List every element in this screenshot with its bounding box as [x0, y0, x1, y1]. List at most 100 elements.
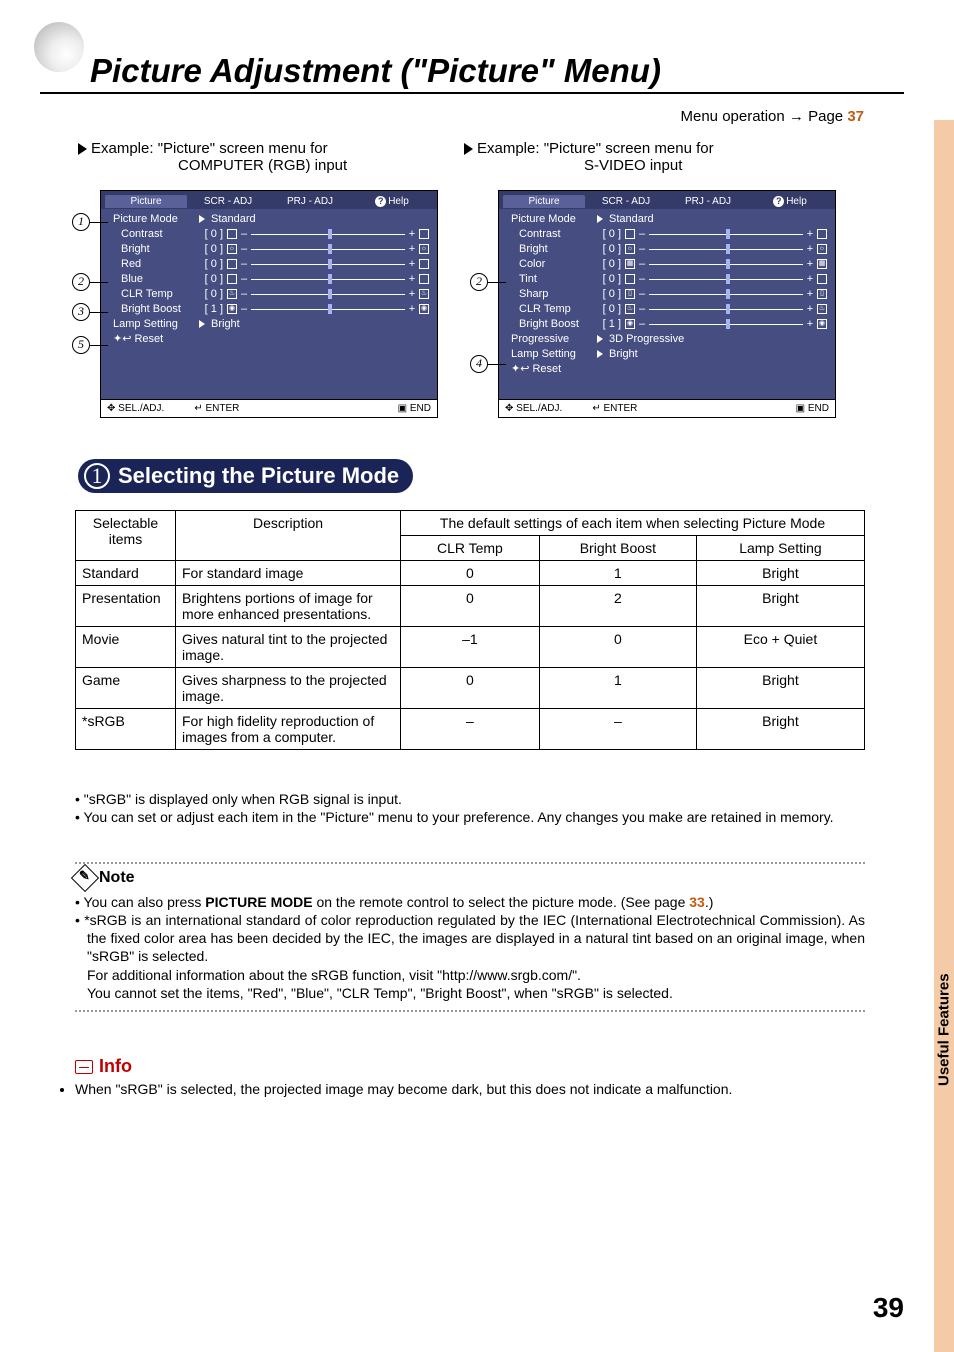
callout-line	[90, 222, 108, 223]
footer-sel: ✥ SEL./ADJ.	[505, 403, 562, 414]
example-caption-right: Example: "Picture" screen menu for S-VID…	[464, 140, 804, 174]
title-underline	[40, 92, 904, 94]
footer-end: ▣ END	[796, 403, 829, 414]
note-header: Note	[75, 868, 865, 889]
tab-scr-adj: SCR - ADJ	[585, 195, 667, 208]
note-icon	[71, 864, 99, 892]
th-lamp-setting: Lamp Setting	[696, 536, 864, 561]
example-left-sub: COMPUTER (RGB) input	[78, 157, 347, 174]
menu-body: Picture ModeStandardContrast[ 0 ]–+Brigh…	[499, 209, 835, 399]
table-row: MovieGives natural tint to the projected…	[76, 627, 865, 668]
th-selectable: Selectable items	[76, 511, 176, 561]
th-description: Description	[176, 511, 401, 561]
arrow-icon: →	[789, 108, 804, 125]
help-icon: ?	[773, 196, 784, 207]
footnote-item: "sRGB" is displayed only when RGB signal…	[75, 790, 865, 808]
menu-row: Lamp SettingBright	[511, 346, 827, 361]
picture-mode-table: Selectable items Description The default…	[75, 510, 865, 750]
side-tab-label: Useful Features	[934, 970, 954, 1090]
menu-row: Red[ 0 ]–+	[113, 256, 429, 271]
info-bullet: When "sRGB" is selected, the projected i…	[75, 1081, 865, 1097]
th-clr-temp: CLR Temp	[401, 536, 540, 561]
table-row: StandardFor standard image01Bright	[76, 561, 865, 586]
table-row: PresentationBrightens portions of image …	[76, 586, 865, 627]
page-number: 39	[873, 1292, 904, 1324]
info-block: Info When "sRGB" is selected, the projec…	[75, 1056, 865, 1097]
menu-row: Progressive3D Progressive	[511, 331, 827, 346]
menu-row: Contrast[ 0 ]–+	[113, 226, 429, 241]
triangle-bullet-icon	[464, 143, 473, 155]
menu-tabs: Picture SCR - ADJ PRJ - ADJ ?Help	[499, 191, 835, 209]
tab-prj-adj: PRJ - ADJ	[667, 195, 749, 208]
tab-scr-adj: SCR - ADJ	[187, 195, 269, 208]
th-bright-boost: Bright Boost	[539, 536, 696, 561]
section-number: 1	[84, 463, 110, 489]
menu-row: Picture ModeStandard	[511, 211, 827, 226]
table-row: GameGives sharpness to the projected ima…	[76, 668, 865, 709]
callout-line	[90, 282, 108, 283]
info-header: Info	[75, 1056, 865, 1077]
footer-enter: ↵ ENTER	[592, 403, 637, 414]
footer-sel: ✥ SEL./ADJ.	[107, 403, 164, 414]
callout-number: 2	[72, 273, 90, 291]
tab-help: ?Help	[351, 195, 433, 208]
callout-number: 1	[72, 213, 90, 231]
info-header-text: Info	[99, 1056, 132, 1077]
section-header: 1 Selecting the Picture Mode	[78, 459, 413, 493]
menu-row: Blue[ 0 ]–+	[113, 271, 429, 286]
side-tab-bg	[934, 120, 954, 1352]
menu-row: Picture ModeStandard	[113, 211, 429, 226]
note-header-text: Note	[99, 868, 135, 889]
menu-row: Contrast[ 0 ]–+	[511, 226, 827, 241]
table-row: *sRGBFor high fidelity reproduction of i…	[76, 709, 865, 750]
menu-row: CLR Temp[ 0 ]♨–+♨	[113, 286, 429, 301]
th-defaults: The default settings of each item when s…	[401, 511, 865, 536]
tab-picture: Picture	[105, 195, 187, 208]
menu-row: Bright Boost[ 1 ]◉–+◉	[113, 301, 429, 316]
tab-help-label: Help	[388, 196, 409, 207]
menu-op-page-num: 37	[847, 108, 864, 125]
menu-row: ✦↩ Reset	[511, 361, 827, 376]
menu-row: ✦↩ Reset	[113, 331, 429, 346]
menu-footer: ✥ SEL./ADJ. ↵ ENTER ▣ END	[499, 399, 835, 417]
callout-number: 5	[72, 336, 90, 354]
example-left-text: Example: "Picture" screen menu for	[91, 140, 328, 157]
example-right-sub: S-VIDEO input	[464, 157, 682, 174]
note-block: Note You can also press PICTURE MODE on …	[75, 856, 865, 1016]
menu-row: Lamp SettingBright	[113, 316, 429, 331]
callout-line	[488, 282, 506, 283]
help-icon: ?	[375, 196, 386, 207]
menu-row: Bright Boost[ 1 ]◉–+◉	[511, 316, 827, 331]
dotted-divider	[75, 862, 865, 864]
corner-decoration	[34, 22, 84, 72]
callout-line	[488, 364, 506, 365]
note-bullet-2: *sRGB is an international standard of co…	[75, 911, 865, 1002]
menu-row: Tint[ 0 ]–+	[511, 271, 827, 286]
menu-row: Color[ 0 ]▦–+▦	[511, 256, 827, 271]
page-title: Picture Adjustment ("Picture" Menu)	[90, 52, 661, 90]
example-right-text: Example: "Picture" screen menu for	[477, 140, 714, 157]
tab-prj-adj: PRJ - ADJ	[269, 195, 351, 208]
menu-body: Picture ModeStandardContrast[ 0 ]–+Brigh…	[101, 209, 437, 399]
callout-number: 3	[72, 303, 90, 321]
menu-footer: ✥ SEL./ADJ. ↵ ENTER ▣ END	[101, 399, 437, 417]
footer-end: ▣ END	[398, 403, 431, 414]
footnote-item: You can set or adjust each item in the "…	[75, 808, 865, 826]
menu-row: Bright[ 0 ]☼–+☼	[113, 241, 429, 256]
tab-help-label: Help	[786, 196, 807, 207]
menu-row: Sharp[ 0 ]▯–+▯	[511, 286, 827, 301]
dotted-divider	[75, 1010, 865, 1012]
menu-row: Bright[ 0 ]☼–+☼	[511, 241, 827, 256]
callout-number: 4	[470, 355, 488, 373]
tab-help: ?Help	[749, 195, 831, 208]
info-icon	[75, 1060, 93, 1074]
menu-row: CLR Temp[ 0 ]♨–+♨	[511, 301, 827, 316]
callout-number: 2	[470, 273, 488, 291]
example-caption-left: Example: "Picture" screen menu for COMPU…	[78, 140, 418, 174]
section-title: Selecting the Picture Mode	[118, 463, 399, 489]
tab-picture: Picture	[503, 195, 585, 208]
footer-enter: ↵ ENTER	[194, 403, 239, 414]
menu-screenshot-svideo: Picture SCR - ADJ PRJ - ADJ ?Help Pictur…	[498, 190, 836, 418]
table-footnotes: "sRGB" is displayed only when RGB signal…	[75, 790, 865, 826]
menu-screenshot-rgb: Picture SCR - ADJ PRJ - ADJ ?Help Pictur…	[100, 190, 438, 418]
